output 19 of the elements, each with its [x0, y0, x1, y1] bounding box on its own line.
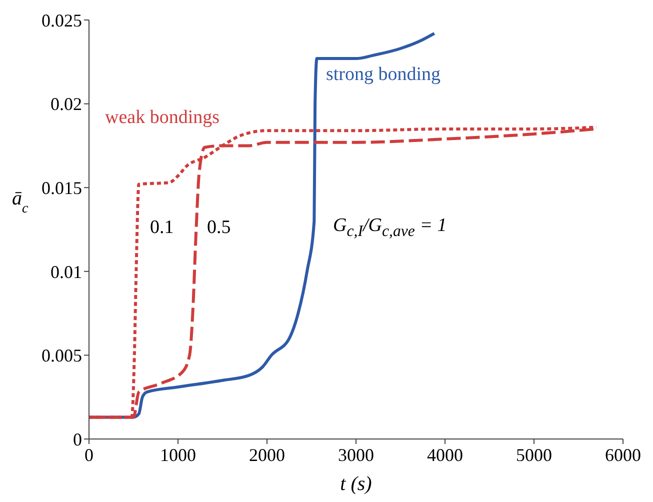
- annotation: strong bonding: [326, 64, 441, 85]
- annotation: weak bondings: [105, 107, 220, 128]
- x-tick-label: 2000: [249, 444, 285, 465]
- x-axis-title: t (s): [340, 473, 372, 495]
- x-tick-label: 5000: [516, 444, 552, 465]
- x-tick-label: 6000: [605, 444, 641, 465]
- x-tick-label: 4000: [427, 444, 463, 465]
- y-tick-label: 0.025: [42, 10, 82, 30]
- y-tick-label: 0.02: [50, 94, 82, 114]
- annotation: 0.1: [150, 217, 174, 238]
- annotation: G$_{c,I}$/G$_{c,ave}$ = 1: [333, 215, 447, 240]
- y-axis-title: ā$_{c}$: [12, 187, 29, 216]
- y-tick-label: 0.005: [42, 346, 82, 366]
- y-tick-label: 0.01: [50, 262, 82, 282]
- y-tick-label: 0: [73, 429, 82, 450]
- y-tick-label: 0.015: [42, 178, 82, 198]
- x-tick-label: 3000: [338, 444, 374, 465]
- annotation: 0.5: [207, 217, 231, 238]
- x-tick-label: 1000: [160, 444, 196, 465]
